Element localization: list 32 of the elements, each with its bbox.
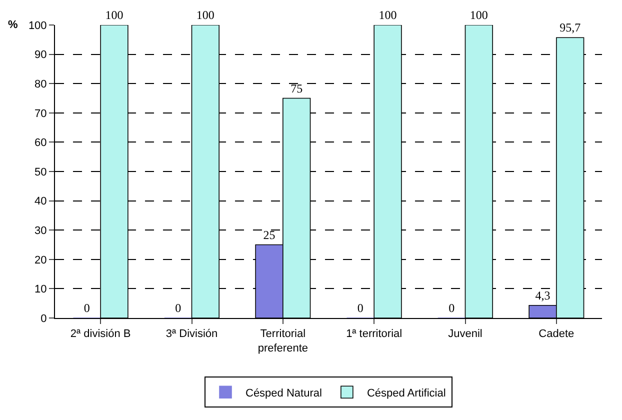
data-label: 100 — [470, 8, 488, 22]
data-label: 0 — [84, 301, 90, 315]
data-label: 0 — [357, 301, 364, 315]
data-label: 95,7 — [560, 20, 581, 35]
x-tick-label: 1ª territorial — [346, 328, 402, 340]
data-label: 100 — [378, 8, 397, 22]
y-tick-label: 50 — [34, 166, 47, 178]
data-label: 75 — [290, 81, 303, 96]
data-label: 0 — [448, 301, 455, 315]
y-tick-label: 90 — [34, 49, 47, 62]
x-tick-label: Cadete — [538, 328, 574, 340]
legend-label: Césped Artificial — [366, 387, 446, 400]
legend-label: Césped Natural — [246, 387, 322, 400]
y-axis-title: % — [8, 19, 18, 31]
data-label: 100 — [105, 8, 124, 22]
x-tick-label: 2ª división B — [70, 328, 131, 340]
x-tick-label: 3ª División — [166, 328, 218, 340]
data-label: 4,3 — [535, 288, 550, 302]
y-tick-label: 20 — [34, 254, 47, 266]
y-tick-label: 60 — [34, 137, 47, 150]
x-tick-label: Juvenil — [448, 328, 482, 340]
data-label: 0 — [175, 301, 182, 315]
y-tick-label: 10 — [34, 284, 47, 296]
data-label: 100 — [196, 8, 214, 22]
x-tick-label: Territorial preferente — [258, 328, 308, 354]
y-tick-label: 80 — [34, 78, 47, 90]
y-tick-label: 40 — [34, 196, 47, 208]
y-tick-label: 70 — [34, 108, 47, 120]
y-tick-label: 100 — [28, 20, 47, 32]
y-tick-label: 30 — [34, 224, 47, 237]
data-label: 25 — [263, 228, 276, 242]
y-tick-label: 0 — [40, 312, 47, 325]
